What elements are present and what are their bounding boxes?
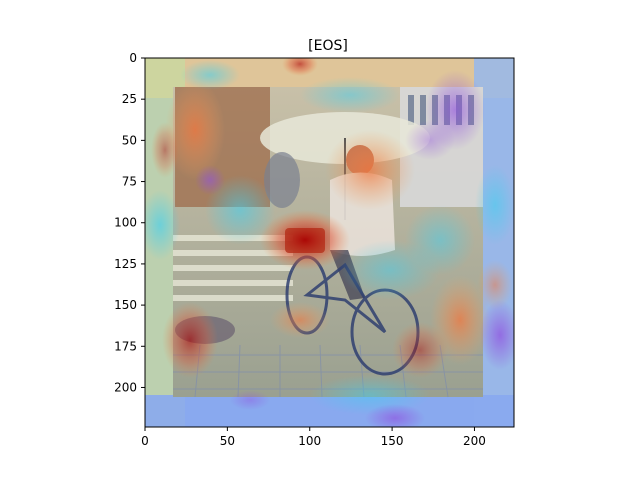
heatmap-image xyxy=(145,58,514,427)
x-axis: 0 50 100 150 200 xyxy=(141,427,486,448)
y-tick-label: 50 xyxy=(122,133,137,147)
plot-frame xyxy=(144,57,515,428)
x-tick-label: 50 xyxy=(220,434,235,448)
x-tick-label: 200 xyxy=(463,434,486,448)
x-tick-label: 100 xyxy=(298,434,321,448)
y-tick-label: 175 xyxy=(114,339,137,353)
chart-title: [EOS] xyxy=(308,38,348,54)
x-tick-label: 150 xyxy=(381,434,404,448)
y-tick-label: 75 xyxy=(122,175,137,189)
y-tick-label: 100 xyxy=(114,216,137,230)
x-tick-label: 0 xyxy=(141,434,149,448)
y-tick-label: 25 xyxy=(122,92,137,106)
y-axis: 0 25 50 75 100 125 150 175 200 xyxy=(114,51,145,394)
y-tick-label: 125 xyxy=(114,257,137,271)
y-tick-label: 0 xyxy=(129,51,137,65)
y-tick-label: 200 xyxy=(114,380,137,394)
y-tick-label: 150 xyxy=(114,298,137,312)
